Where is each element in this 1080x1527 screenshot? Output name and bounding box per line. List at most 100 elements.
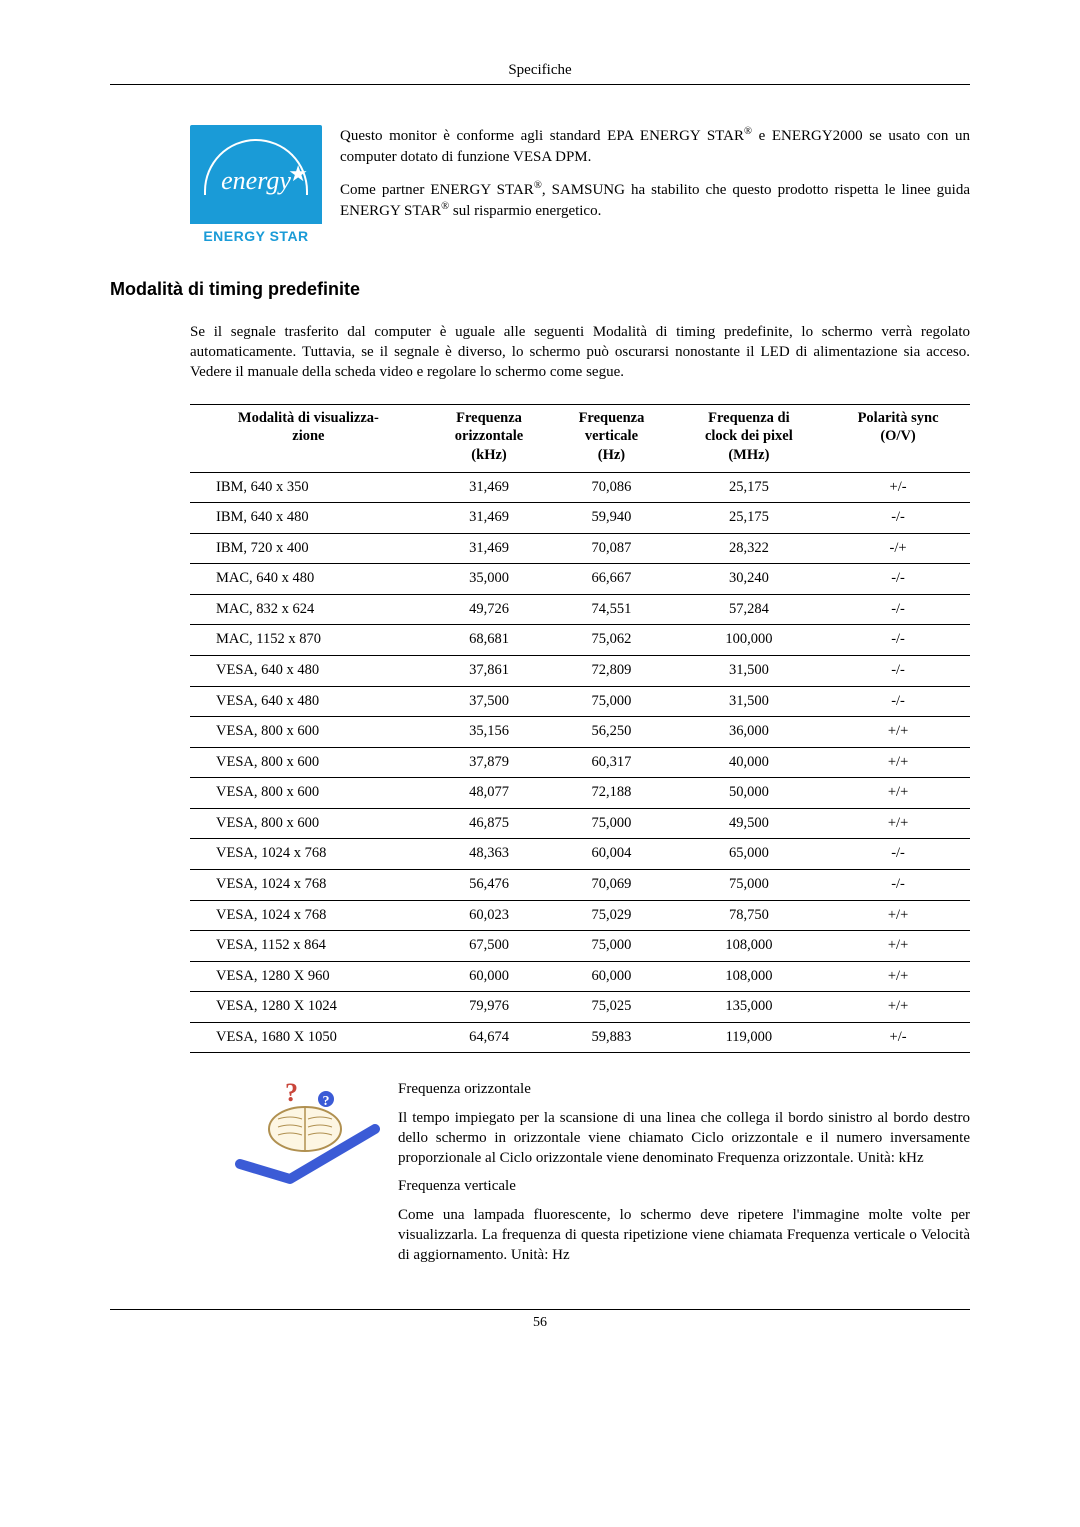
table-cell: 48,363 <box>427 839 552 870</box>
table-cell: VESA, 800 x 600 <box>190 778 427 809</box>
table-cell: 67,500 <box>427 931 552 962</box>
table-cell: +/+ <box>826 778 970 809</box>
note-heading-2: Frequenza verticale <box>398 1176 970 1196</box>
page-footer: 56 <box>110 1309 970 1333</box>
table-cell: 37,879 <box>427 747 552 778</box>
table-cell: VESA, 1024 x 768 <box>190 839 427 870</box>
table-row: VESA, 640 x 48037,86172,80931,500-/- <box>190 656 970 687</box>
table-cell: VESA, 1152 x 864 <box>190 931 427 962</box>
table-cell: 31,469 <box>427 533 552 564</box>
table-cell: 135,000 <box>672 992 826 1023</box>
table-row: VESA, 1024 x 76860,02375,02978,750+/+ <box>190 900 970 931</box>
table-header-cell: Frequenzaverticale(Hz) <box>551 405 671 472</box>
table-cell: 25,175 <box>672 472 826 503</box>
table-cell: 75,000 <box>551 686 671 717</box>
table-cell: 37,500 <box>427 686 552 717</box>
table-cell: 75,000 <box>551 808 671 839</box>
table-cell: VESA, 640 x 480 <box>190 656 427 687</box>
table-cell: 75,000 <box>551 931 671 962</box>
table-cell: -/- <box>826 686 970 717</box>
table-cell: -/- <box>826 503 970 534</box>
table-body: IBM, 640 x 35031,46970,08625,175+/-IBM, … <box>190 472 970 1053</box>
table-cell: 108,000 <box>672 961 826 992</box>
table-cell: 64,674 <box>427 1022 552 1053</box>
timing-table: Modalità di visualizza-zioneFrequenzaori… <box>190 404 970 1053</box>
section-title: Modalità di timing predefinite <box>110 277 970 301</box>
table-cell: +/- <box>826 472 970 503</box>
table-cell: IBM, 720 x 400 <box>190 533 427 564</box>
note-heading-1: Frequenza orizzontale <box>398 1079 970 1099</box>
book-check-icon: ? ? <box>230 1079 380 1189</box>
table-cell: -/- <box>826 656 970 687</box>
table-cell: 57,284 <box>672 594 826 625</box>
table-cell: -/- <box>826 839 970 870</box>
table-cell: 40,000 <box>672 747 826 778</box>
frequency-notes: ? ? Frequenza orizzontale Il tempo impie… <box>110 1079 970 1273</box>
table-cell: 74,551 <box>551 594 671 625</box>
table-cell: VESA, 1024 x 768 <box>190 869 427 900</box>
svg-text:?: ? <box>323 1094 330 1109</box>
table-header-row: Modalità di visualizza-zioneFrequenzaori… <box>190 405 970 472</box>
table-cell: 72,809 <box>551 656 671 687</box>
table-cell: 50,000 <box>672 778 826 809</box>
table-cell: 35,156 <box>427 717 552 748</box>
table-row: VESA, 640 x 48037,50075,00031,500-/- <box>190 686 970 717</box>
table-cell: 25,175 <box>672 503 826 534</box>
table-cell: VESA, 1024 x 768 <box>190 900 427 931</box>
table-cell: 37,861 <box>427 656 552 687</box>
table-cell: 60,000 <box>551 961 671 992</box>
table-header-cell: Polarità sync(O/V) <box>826 405 970 472</box>
table-cell: 60,317 <box>551 747 671 778</box>
table-row: VESA, 800 x 60035,15656,25036,000+/+ <box>190 717 970 748</box>
table-cell: 100,000 <box>672 625 826 656</box>
notes-text: Frequenza orizzontale Il tempo impiegato… <box>398 1079 970 1273</box>
table-cell: VESA, 800 x 600 <box>190 808 427 839</box>
table-cell: +/- <box>826 1022 970 1053</box>
table-cell: 60,023 <box>427 900 552 931</box>
table-head: Modalità di visualizza-zioneFrequenzaori… <box>190 405 970 472</box>
text: sul risparmio energetico. <box>449 203 601 219</box>
table-cell: VESA, 1680 X 1050 <box>190 1022 427 1053</box>
table-row: MAC, 1152 x 87068,68175,062100,000-/- <box>190 625 970 656</box>
header-title: Specifiche <box>508 62 571 78</box>
table-cell: -/- <box>826 564 970 595</box>
table-cell: -/- <box>826 594 970 625</box>
table-cell: 72,188 <box>551 778 671 809</box>
table-row: VESA, 1024 x 76856,47670,06975,000-/- <box>190 869 970 900</box>
table-cell: 75,000 <box>672 869 826 900</box>
table-cell: 28,322 <box>672 533 826 564</box>
table-cell: 79,976 <box>427 992 552 1023</box>
table-cell: VESA, 640 x 480 <box>190 686 427 717</box>
table-cell: VESA, 1280 X 1024 <box>190 992 427 1023</box>
note-para-1: Il tempo impiegato per la scansione di u… <box>398 1108 970 1169</box>
reg-mark: ® <box>744 126 752 137</box>
table-cell: VESA, 800 x 600 <box>190 747 427 778</box>
table-row: VESA, 800 x 60046,87575,00049,500+/+ <box>190 808 970 839</box>
table-cell: MAC, 1152 x 870 <box>190 625 427 656</box>
energy-star-logo: energy ★ ENERGY STAR <box>190 125 322 249</box>
reg-mark: ® <box>534 180 542 191</box>
page-header: Specifiche <box>110 60 970 85</box>
table-cell: +/+ <box>826 931 970 962</box>
table-row: MAC, 640 x 48035,00066,66730,240-/- <box>190 564 970 595</box>
svg-text:?: ? <box>285 1079 298 1107</box>
table-row: VESA, 800 x 60037,87960,31740,000+/+ <box>190 747 970 778</box>
table-cell: 119,000 <box>672 1022 826 1053</box>
table-row: VESA, 1024 x 76848,36360,00465,000-/- <box>190 839 970 870</box>
table-cell: 56,476 <box>427 869 552 900</box>
table-cell: 31,500 <box>672 686 826 717</box>
table-cell: +/+ <box>826 717 970 748</box>
table-cell: +/+ <box>826 992 970 1023</box>
table-row: IBM, 720 x 40031,46970,08728,322-/+ <box>190 533 970 564</box>
text: Come partner ENERGY STAR <box>340 182 534 198</box>
table-header-cell: Frequenzaorizzontale(kHz) <box>427 405 552 472</box>
text: Questo monitor è conforme agli standard … <box>340 128 744 144</box>
table-row: VESA, 1280 X 96060,00060,000108,000+/+ <box>190 961 970 992</box>
note-para-2: Come una lampada fluorescente, lo scherm… <box>398 1205 970 1266</box>
energy-para-2: Come partner ENERGY STAR®, SAMSUNG ha st… <box>340 179 970 222</box>
table-cell: +/+ <box>826 808 970 839</box>
table-cell: +/+ <box>826 900 970 931</box>
table-cell: 46,875 <box>427 808 552 839</box>
reg-mark: ® <box>441 201 449 212</box>
table-cell: MAC, 640 x 480 <box>190 564 427 595</box>
